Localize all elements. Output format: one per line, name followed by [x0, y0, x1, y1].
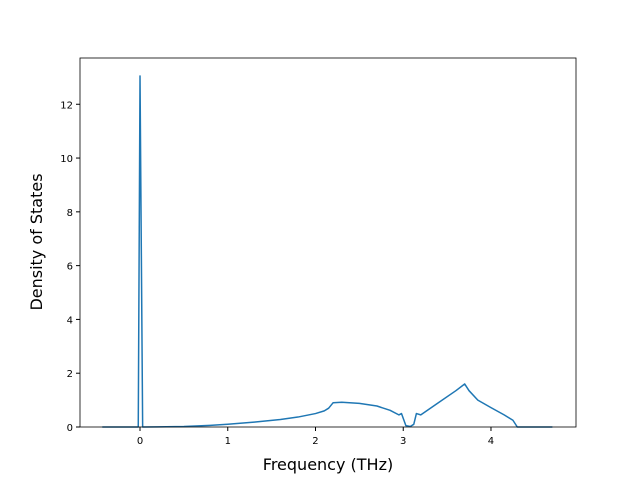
x-axis-label: Frequency (THz)	[263, 455, 393, 474]
y-tick-label: 8	[67, 208, 73, 219]
x-tick-label: 1	[225, 436, 231, 447]
data-line	[102, 75, 553, 428]
x-tick-label: 3	[400, 436, 406, 447]
plot-frame	[79, 57, 577, 428]
x-tick-label: 0	[137, 436, 143, 447]
y-axis-label: Density of States	[27, 173, 46, 310]
y-tick-label: 6	[67, 262, 73, 273]
y-tick-label: 2	[67, 369, 73, 380]
x-tick-label: 2	[312, 436, 318, 447]
y-tick-label: 10	[60, 154, 73, 165]
y-tick-label: 12	[60, 100, 73, 111]
y-tick-label: 0	[67, 423, 73, 434]
x-tick-label: 4	[488, 436, 494, 447]
y-tick-label: 4	[67, 315, 73, 326]
